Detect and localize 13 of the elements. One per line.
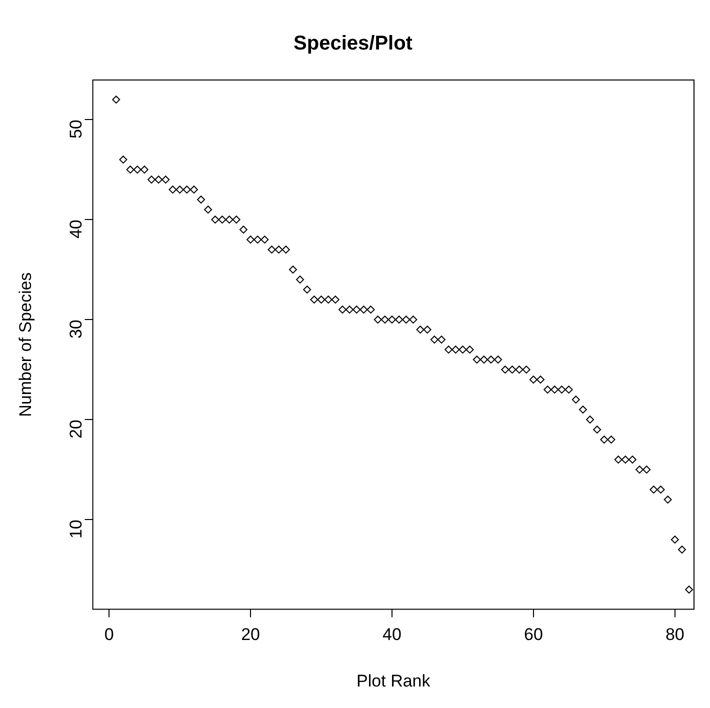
y-axis-title: Number of Species — [16, 272, 35, 417]
y-tick-label: 30 — [66, 320, 86, 339]
x-tick-label: 20 — [241, 625, 260, 644]
y-tick-label: 40 — [66, 220, 86, 239]
x-tick-label: 80 — [665, 625, 684, 644]
y-tick-label: 20 — [66, 420, 86, 439]
y-tick-label: 10 — [66, 520, 86, 539]
y-tick-label: 50 — [66, 120, 86, 139]
x-axis-title: Plot Rank — [356, 671, 431, 690]
chart-title: Species/Plot — [294, 32, 413, 55]
x-tick-label: 0 — [104, 625, 114, 644]
x-tick-label: 60 — [524, 625, 543, 644]
x-tick-label: 40 — [382, 625, 402, 644]
